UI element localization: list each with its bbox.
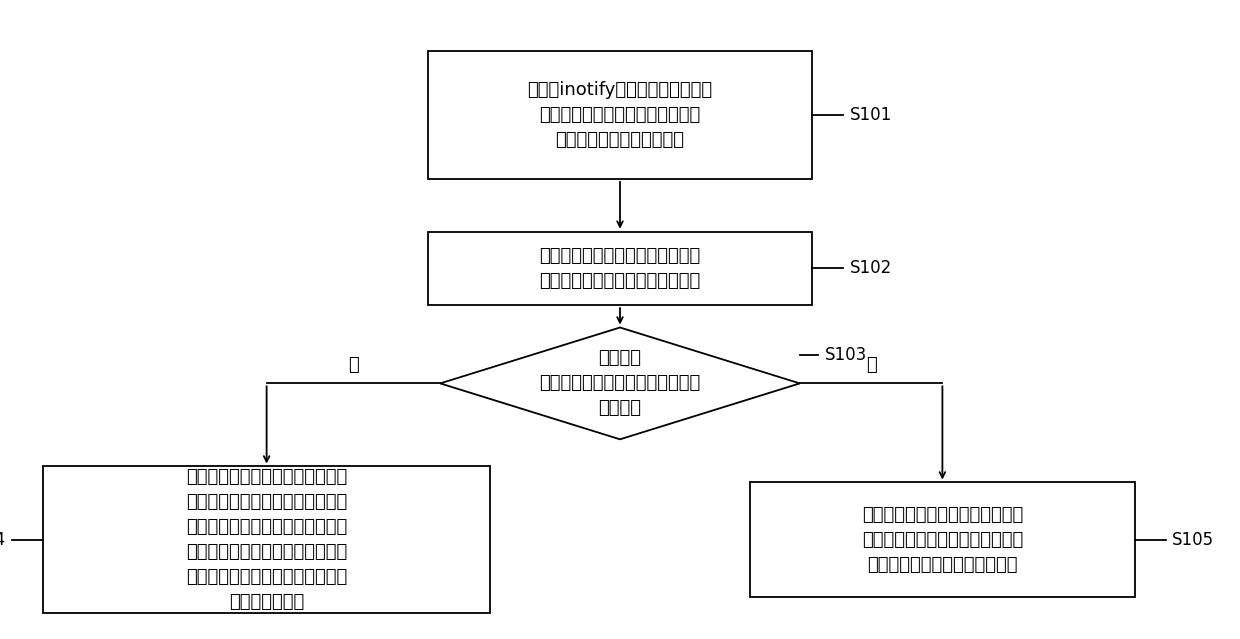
Text: 是: 是: [348, 356, 358, 374]
Text: S102: S102: [849, 259, 892, 277]
Text: 否: 否: [866, 356, 877, 374]
Text: S101: S101: [849, 106, 892, 124]
FancyBboxPatch shape: [428, 51, 812, 179]
Text: S103: S103: [825, 346, 867, 364]
Text: 当通过inotify进程服务监测到异常
信息记录文件存在修改动作时，获
取修改后异常信息记录文件: 当通过inotify进程服务监测到异常 信息记录文件存在修改动作时，获 取修改后…: [527, 81, 713, 149]
Text: 向日志处理层发送全量日志收集指
令，以使日志处理层根据收集到的
全量日志信息进行节点故障定位: 向日志处理层发送全量日志收集指 令，以使日志处理层根据收集到的 全量日志信息进行…: [862, 506, 1023, 574]
Text: 检测目标
异常信息是否携带有日志功能模块
标识信息: 检测目标 异常信息是否携带有日志功能模块 标识信息: [539, 350, 701, 417]
Text: 生成与日志功能模块标识信息对应
的目标功能模块日志收集指令，并
向日志处理层发送目标功能模块日
志收集指令，以使日志处理层根据
收集到的目标功能模块日志信息进
: 生成与日志功能模块标识信息对应 的目标功能模块日志收集指令，并 向日志处理层发送…: [186, 468, 347, 612]
Text: 对修改后异常信息记录文件进行解
析，得到当次生成的目标异常信息: 对修改后异常信息记录文件进行解 析，得到当次生成的目标异常信息: [539, 247, 701, 290]
Text: S105: S105: [1172, 531, 1214, 549]
FancyBboxPatch shape: [43, 466, 490, 613]
FancyBboxPatch shape: [750, 482, 1135, 597]
Text: S104: S104: [0, 531, 6, 549]
FancyBboxPatch shape: [428, 232, 812, 305]
Polygon shape: [440, 327, 800, 440]
